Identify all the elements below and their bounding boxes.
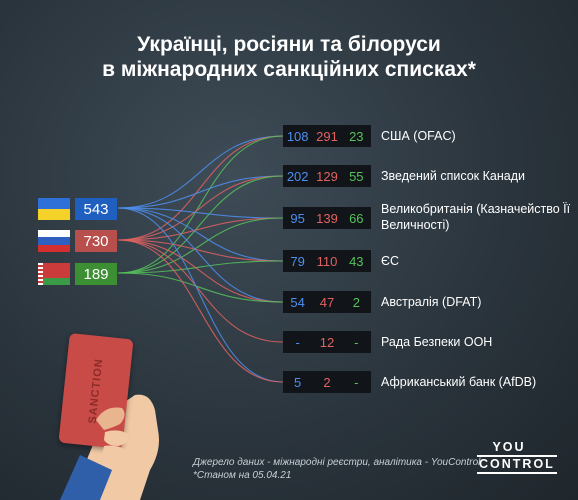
- logo-line-1: YOU: [492, 440, 526, 454]
- list-label: Австралія (DFAT): [381, 295, 482, 309]
- list-label: Великобританія (Казначейство Її Величнос…: [381, 202, 571, 232]
- list-label: США (OFAC): [381, 129, 456, 143]
- link-ru-2: [117, 217, 284, 241]
- russia-total: 730: [75, 230, 117, 252]
- ukraine-flag-icon: [38, 198, 70, 220]
- ukrainians-count: 202: [286, 168, 309, 184]
- belarus-flag-icon: [38, 263, 70, 285]
- belarus-total: 189: [75, 263, 117, 285]
- list-values-box: 95 139 66: [283, 207, 371, 229]
- link-ru-4: [117, 239, 284, 303]
- youcontrol-logo: YOU CONTROL: [477, 440, 557, 474]
- link-ua-0: [117, 135, 284, 209]
- ukraine-total: 543: [75, 198, 117, 220]
- russians-count: 2: [323, 374, 331, 390]
- link-ua-1: [117, 175, 284, 209]
- belarusians-count: 66: [349, 210, 364, 226]
- ukrainians-count: 95: [290, 210, 305, 226]
- link-ru-3: [117, 239, 284, 262]
- ukrainians-count: 54: [290, 294, 305, 310]
- link-by-3: [117, 260, 284, 274]
- list-label: Африканський банк (AfDB): [381, 375, 537, 389]
- list-values-box: 54 47 2: [283, 291, 371, 313]
- russians-count: 291: [316, 128, 338, 144]
- link-ru-5: [117, 239, 284, 343]
- list-values-box: 202 129 55: [283, 165, 371, 187]
- link-ua-4: [117, 207, 284, 303]
- link-by-0: [117, 135, 284, 274]
- link-by-2: [117, 217, 284, 274]
- list-label: Зведений список Канади: [381, 169, 525, 183]
- title-line-2: в міжнародних санкційних списках*: [102, 58, 476, 81]
- russians-count: 47: [319, 294, 335, 310]
- title-line-1: Українці, росіяни та білоруси: [137, 33, 441, 56]
- link-by-1: [117, 175, 284, 274]
- belarusians-count: 43: [349, 253, 364, 269]
- link-ua-3: [117, 207, 284, 262]
- ukrainians-count: -: [295, 334, 300, 350]
- source-note: Джерело даних - міжнародні реєстри, анал…: [193, 456, 480, 482]
- list-label: Рада Безпеки ООН: [381, 335, 493, 349]
- belarusians-count: -: [354, 334, 359, 350]
- source-line-1: Джерело даних - міжнародні реєстри, анал…: [193, 457, 481, 468]
- link-by-4: [117, 272, 284, 303]
- link-ru-6: [117, 239, 284, 383]
- link-ua-6: [117, 207, 284, 383]
- russians-count: 110: [316, 253, 338, 269]
- ukrainians-count: 5: [294, 374, 302, 390]
- ukraine-row: 543: [38, 197, 117, 221]
- list-values-box: - 12 -: [283, 331, 371, 353]
- list-values-box: 5 2 -: [283, 371, 371, 393]
- belarusians-count: 55: [349, 168, 364, 184]
- chart-title: Українці, росіяни та білоруси в міжнарод…: [0, 32, 578, 82]
- logo-line-2: CONTROL: [477, 455, 557, 474]
- list-label: ЄС: [381, 254, 400, 268]
- list-values-box: 79 110 43: [283, 250, 371, 272]
- list-values-box: 108 291 23: [283, 125, 371, 147]
- link-ru-1: [117, 175, 284, 241]
- russia-flag-icon: [38, 230, 70, 252]
- link-ua-2: [117, 207, 284, 219]
- source-line-2: *Станом на 05.04.21: [193, 470, 292, 481]
- belarus-row: 189: [38, 262, 117, 286]
- ukrainians-count: 108: [286, 128, 309, 144]
- russians-count: 139: [316, 210, 338, 226]
- belarusians-count: -: [354, 374, 359, 390]
- russia-row: 730: [38, 229, 117, 253]
- russians-count: 12: [319, 334, 335, 350]
- russians-count: 129: [316, 168, 338, 184]
- belarusians-count: 23: [349, 128, 364, 144]
- link-ru-0: [117, 135, 284, 241]
- belarusians-count: 2: [352, 294, 360, 310]
- ukrainians-count: 79: [290, 253, 305, 269]
